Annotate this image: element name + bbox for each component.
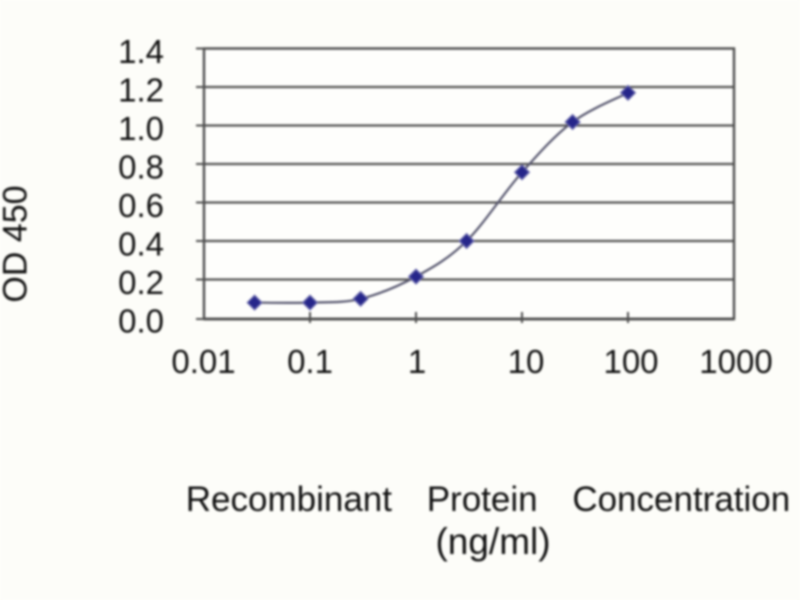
svg-text:(ng/ml): (ng/ml) [435, 521, 550, 562]
svg-text:10: 10 [508, 343, 545, 380]
svg-text:0.2: 0.2 [118, 264, 164, 301]
svg-text:0.01: 0.01 [171, 343, 235, 380]
svg-text:1.0: 1.0 [118, 110, 164, 147]
svg-text:0.4: 0.4 [118, 226, 164, 263]
svg-text:0.1: 0.1 [287, 343, 333, 380]
svg-text:0.0: 0.0 [118, 303, 164, 340]
svg-text:Recombinant Protein Concentrat: Recombinant Protein Concentration [186, 480, 790, 519]
svg-text:1.4: 1.4 [118, 33, 164, 70]
svg-text:1: 1 [408, 343, 426, 380]
svg-text:0.8: 0.8 [118, 149, 164, 186]
svg-text:1.2: 1.2 [118, 72, 164, 109]
svg-text:100: 100 [603, 343, 658, 380]
svg-text:0.6: 0.6 [118, 187, 164, 224]
svg-text:1000: 1000 [699, 343, 772, 380]
svg-text:OD 450: OD 450 [0, 185, 35, 302]
